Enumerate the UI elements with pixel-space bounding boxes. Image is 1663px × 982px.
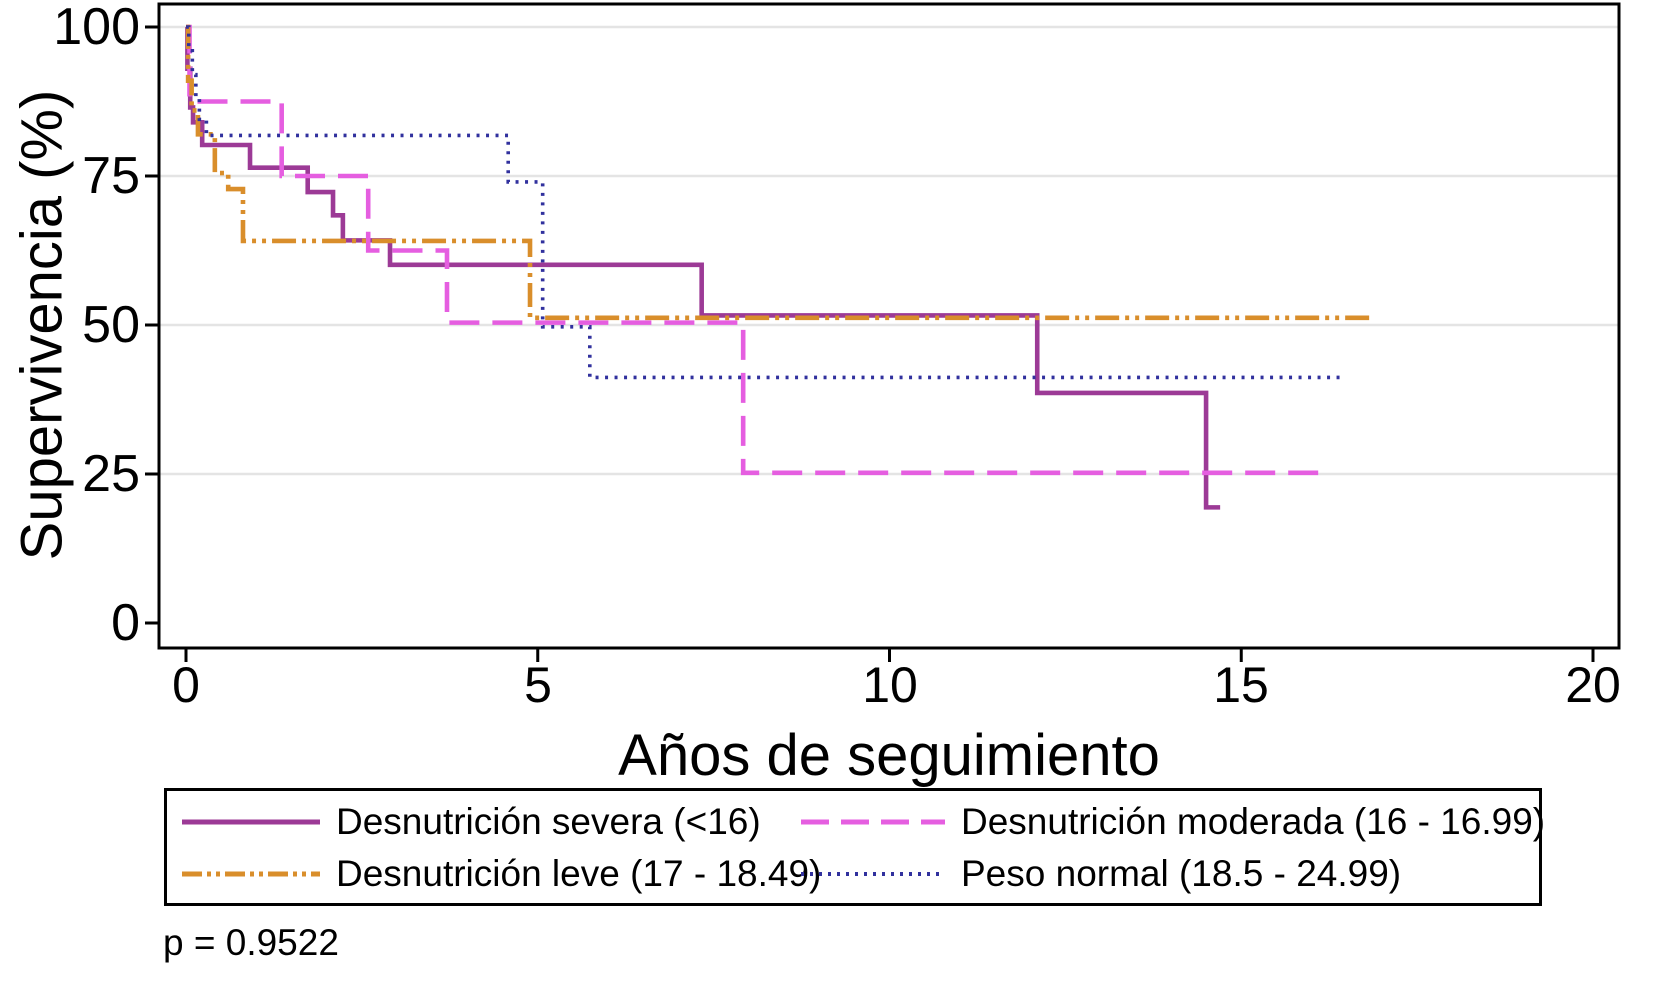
y-tick-label-0: 0 xyxy=(111,594,140,652)
x-axis-title: Años de seguimiento xyxy=(618,723,1160,788)
survival-curve-1 xyxy=(186,24,1326,476)
y-tick-label-75: 75 xyxy=(82,147,140,205)
x-tick-label-5: 5 xyxy=(524,657,552,713)
x-tick-label-20: 20 xyxy=(1565,657,1621,713)
x-tick-label-0: 0 xyxy=(172,657,200,713)
y-axis-title: Supervivencia (%) xyxy=(9,89,75,561)
legend-line-sample-dash-dot xyxy=(182,871,320,877)
legend-item-leve: Desnutrición leve (17 - 18.49) xyxy=(180,851,821,897)
p-value-label: p = 0.9522 xyxy=(163,922,339,963)
survival-curve-3 xyxy=(186,25,1340,380)
legend-line-sample-dotted xyxy=(801,872,945,876)
x-tick-label-10: 10 xyxy=(862,657,918,713)
x-tick-label-15: 15 xyxy=(1213,657,1269,713)
legend-item-normal: Peso normal (18.5 - 24.99) xyxy=(799,851,1401,897)
legend-line-sample-solid xyxy=(182,819,320,825)
y-tick-label-50: 50 xyxy=(82,296,140,354)
legend-item-severa: Desnutrición severa (<16) xyxy=(180,799,761,845)
survival-plot-area xyxy=(145,2,1621,662)
legend-box: Desnutrición severa (<16) Desnutrición m… xyxy=(164,788,1545,906)
legend-label: Desnutrición leve (17 - 18.49) xyxy=(336,853,822,894)
legend-item-moderada: Desnutrición moderada (16 - 16.99) xyxy=(799,799,1545,845)
y-tick-label-100: 100 xyxy=(53,0,140,56)
legend-label: Desnutrición severa (<16) xyxy=(336,801,761,842)
survival-curve-0 xyxy=(185,24,1221,510)
y-tick-label-25: 25 xyxy=(82,445,140,503)
legend-line-sample-dashed xyxy=(801,819,945,825)
survival-curve-2 xyxy=(185,24,1375,321)
legend-label: Desnutrición moderada (16 - 16.99) xyxy=(961,801,1546,842)
legend-label: Peso normal (18.5 - 24.99) xyxy=(961,853,1402,894)
